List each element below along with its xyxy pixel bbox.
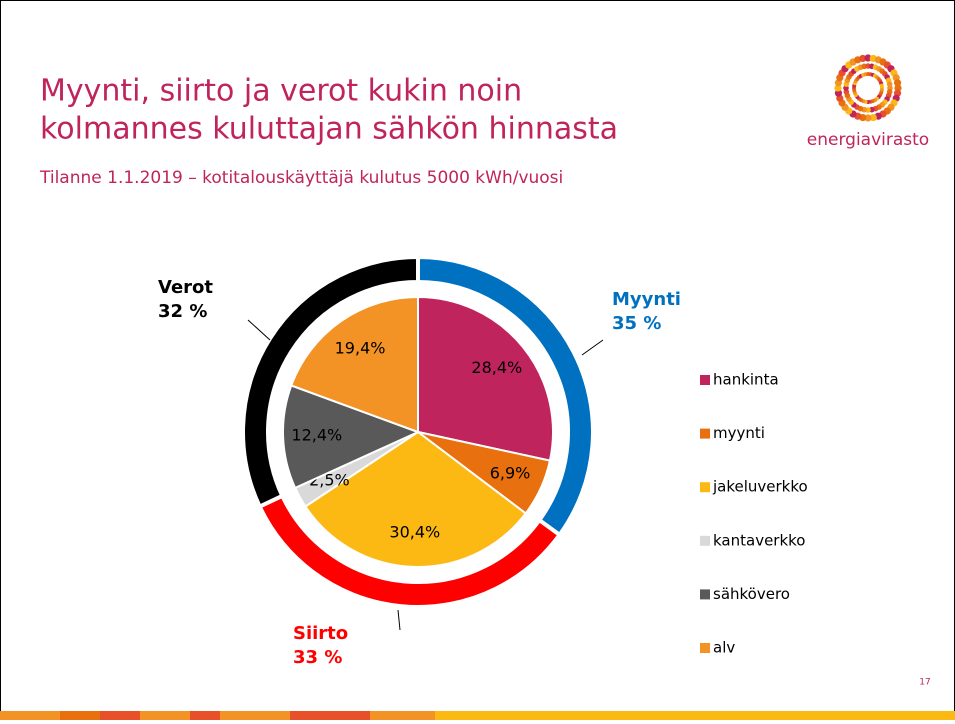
legend-swatch [700,375,710,385]
slice-label: 6,9% [490,464,531,483]
logo-dot [894,84,902,92]
legend-swatch [700,643,710,653]
logo-dot [864,54,872,62]
logo-dot [834,89,843,97]
group-name: Siirto [293,623,348,644]
pie-slice [282,384,421,490]
logo-dot [859,54,867,63]
title-line: Myynti, siirto ja verot kukin noin [40,74,522,109]
legend-label: alv [713,639,735,657]
slice-label: 12,4% [291,425,342,444]
pie-slice [304,430,528,568]
footer-stripe [0,711,955,720]
logo-dot [893,79,902,87]
logo-text: energiavirasto [807,130,929,150]
legend-swatch [700,589,710,600]
logo-dot [886,81,893,87]
group-name: Verot [158,277,213,298]
logo-mark [834,54,902,122]
group-name: Myynti [612,289,681,310]
group-value: 32 % [158,301,207,322]
ring-segment [241,254,420,510]
logo-dot [864,114,872,122]
legend-label: myynti [713,424,765,442]
legend-label: jakeluverkko [712,478,808,496]
legend-swatch [700,535,710,546]
legend-swatch [700,482,710,493]
legend-label: kantaverkko [713,531,805,549]
leader-line [581,339,604,356]
slice-label: 28,4% [471,358,522,377]
title-line: kolmannes kuluttajan sähkön hinnasta [40,112,618,147]
pie-slice [289,295,419,434]
subtitle: Tilanne 1.1.2019 – kotitalouskäyttäjä ku… [39,168,563,188]
leader-line [397,609,401,631]
logo-dot [879,83,884,88]
pie-slice [417,295,554,462]
slice-label: 19,4% [335,338,386,357]
legend-label: sähkövero [713,585,790,603]
logo-dot [869,113,877,122]
group-value: 33 % [293,647,342,668]
leader-line [247,319,271,341]
page-number: 17 [919,678,930,688]
logo-dot [834,84,842,92]
group-value: 35 % [612,313,661,334]
legend-label: hankinta [713,371,779,389]
legend-swatch [700,428,710,439]
slice-label: 30,4% [389,523,440,542]
